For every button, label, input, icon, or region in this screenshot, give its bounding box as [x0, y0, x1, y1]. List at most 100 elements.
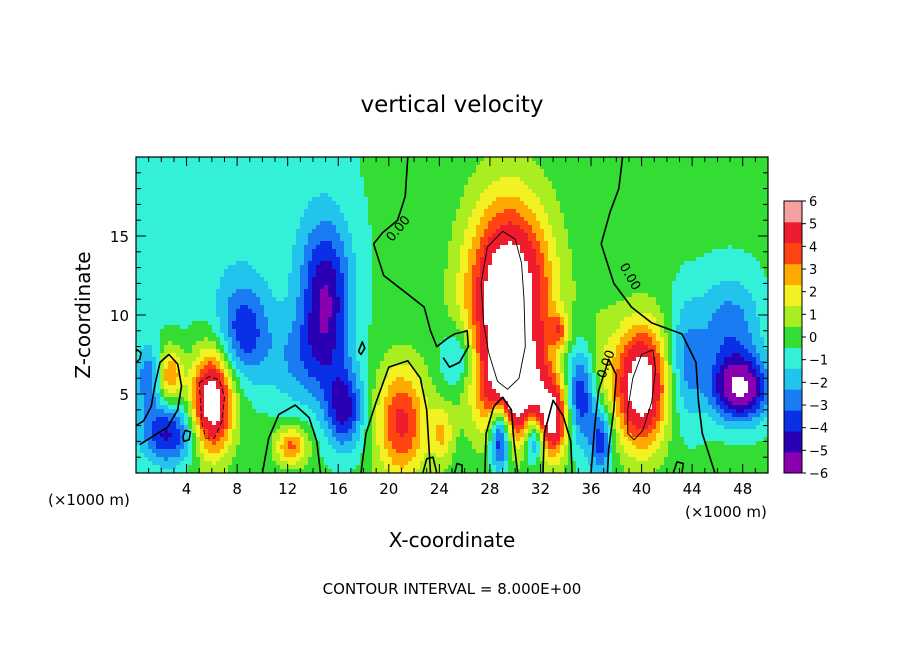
heat-cell: [188, 205, 193, 210]
heat-cell: [716, 229, 721, 234]
heat-cell: [264, 217, 269, 222]
heat-cell: [716, 197, 721, 202]
heat-cell: [264, 229, 269, 234]
heat-cell: [252, 161, 257, 166]
heat-cell: [420, 205, 425, 210]
heat-cell: [144, 265, 149, 270]
heat-cell: [564, 173, 569, 178]
heat-cell: [668, 229, 673, 234]
heat-cell: [476, 281, 481, 286]
heat-cell: [720, 261, 725, 266]
heat-cell: [628, 209, 633, 214]
heat-cell: [536, 161, 541, 166]
heat-cell: [316, 249, 321, 254]
heat-cell: [640, 161, 645, 166]
heat-cell: [180, 249, 185, 254]
heat-cell: [468, 173, 473, 178]
heat-cell: [244, 161, 249, 166]
heat-cell: [612, 245, 617, 250]
heat-cell: [620, 261, 625, 266]
heat-cell: [208, 217, 213, 222]
heat-cell: [536, 197, 541, 202]
heat-cell: [476, 253, 481, 258]
heat-cell: [428, 269, 433, 274]
heat-cell: [720, 201, 725, 206]
heat-cell: [560, 273, 565, 278]
heat-cell: [584, 197, 589, 202]
heat-cell: [344, 261, 349, 266]
heat-cell: [508, 201, 513, 206]
heat-cell: [580, 225, 585, 230]
heat-cell: [564, 261, 569, 266]
heat-cell: [588, 257, 593, 262]
heat-cell: [568, 273, 573, 278]
heat-cell: [720, 169, 725, 174]
heat-cell: [676, 229, 681, 234]
heat-cell: [560, 213, 565, 218]
heat-cell: [700, 193, 705, 198]
heat-cell: [640, 217, 645, 222]
heat-cell: [308, 225, 313, 230]
heat-cell: [296, 209, 301, 214]
heat-cell: [728, 225, 733, 230]
heat-cell: [188, 185, 193, 190]
heat-cell: [444, 189, 449, 194]
heat-cell: [348, 213, 353, 218]
heat-cell: [752, 193, 757, 198]
heat-cell: [388, 169, 393, 174]
heat-cell: [600, 257, 605, 262]
heat-cell: [288, 193, 293, 198]
heat-cell: [356, 193, 361, 198]
heat-cell: [300, 245, 305, 250]
heat-cell: [288, 177, 293, 182]
heat-cell: [676, 269, 681, 274]
heat-cell: [692, 169, 697, 174]
heat-cell: [512, 165, 517, 170]
heat-cell: [432, 209, 437, 214]
heat-cell: [232, 213, 237, 218]
heat-cell: [400, 197, 405, 202]
heat-cell: [252, 233, 257, 238]
heat-cell: [432, 281, 437, 286]
heat-cell: [640, 173, 645, 178]
heat-cell: [312, 253, 317, 258]
heat-cell: [240, 157, 245, 162]
heat-cell: [668, 221, 673, 226]
heat-cell: [160, 241, 165, 246]
heat-cell: [336, 209, 341, 214]
heat-cell: [240, 205, 245, 210]
heat-cell: [224, 225, 229, 230]
heat-cell: [684, 165, 689, 170]
heat-cell: [652, 169, 657, 174]
heat-cell: [720, 209, 725, 214]
heat-cell: [412, 249, 417, 254]
heat-cell: [248, 261, 253, 266]
heat-cell: [164, 237, 169, 242]
heat-cell: [512, 241, 517, 246]
heat-cell: [752, 201, 757, 206]
heat-cell: [172, 245, 177, 250]
heat-cell: [448, 269, 453, 274]
heat-cell: [680, 265, 685, 270]
heat-cell: [532, 157, 537, 162]
heat-cell: [404, 229, 409, 234]
heat-cell: [540, 205, 545, 210]
heat-cell: [440, 177, 445, 182]
heat-cell: [520, 209, 525, 214]
heat-cell: [624, 165, 629, 170]
heat-cell: [240, 173, 245, 178]
heat-cell: [284, 201, 289, 206]
heat-cell: [596, 221, 601, 226]
heat-cell: [328, 281, 333, 286]
heat-cell: [288, 273, 293, 278]
heat-cell: [592, 181, 597, 186]
heat-cell: [368, 249, 373, 254]
heat-cell: [328, 157, 333, 162]
heat-cell: [584, 157, 589, 162]
heat-cell: [384, 185, 389, 190]
heat-cell: [432, 157, 437, 162]
heat-cell: [400, 273, 405, 278]
heat-cell: [616, 265, 621, 270]
heat-cell: [632, 245, 637, 250]
